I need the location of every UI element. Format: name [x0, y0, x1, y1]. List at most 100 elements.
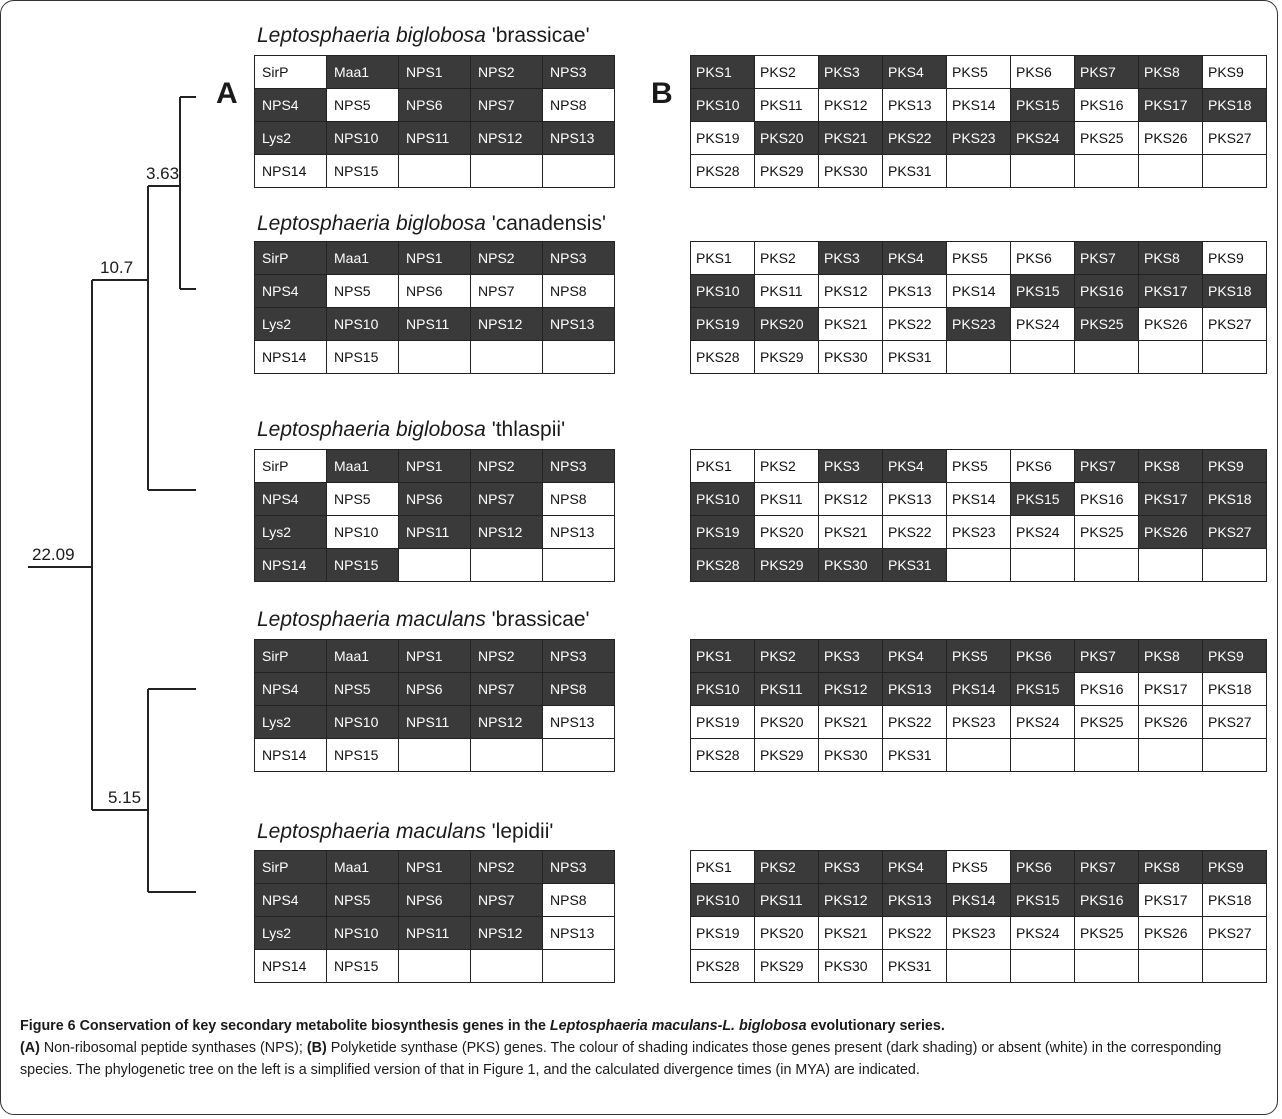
- table-row: PKS10 PKS11 PKS12 PKS13 PKS14 PKS15 PKS16 PKS17…: [690, 88, 1267, 122]
- gene-cell: NPS6: [398, 88, 471, 122]
- empty-cell: [398, 738, 471, 772]
- species-title: Leptosphaeria biglobosa 'brassicae': [257, 24, 590, 48]
- gene-cell: NPS15: [326, 340, 399, 374]
- caption-a-label: (A): [20, 1040, 40, 1056]
- gene-cell: NPS3: [542, 850, 615, 884]
- node-bb-time-label: 10.7: [100, 258, 133, 277]
- phylogenetic-tree: 22.09 10.7 3.63 5.15: [28, 96, 196, 893]
- empty-cell: [398, 340, 471, 374]
- gene-cell: PKS2: [754, 55, 819, 89]
- figure-caption: Figure 6 Conservation of key secondary m…: [20, 1015, 1265, 1081]
- table-row: PKS1 PKS2 PKS3 PKS4 PKS5 PKS6 PKS7 PKS8 PKS9: [690, 241, 1267, 275]
- gene-cell: PKS26: [1138, 515, 1203, 549]
- gene-cell: PKS30: [818, 340, 883, 374]
- gene-cell: PKS16: [1074, 88, 1139, 122]
- gene-cell: NPS8: [542, 672, 615, 706]
- gene-cell: PKS19: [690, 705, 755, 739]
- species-strain: 'thlaspii': [485, 418, 566, 441]
- table-row: NPS4 NPS5 NPS6 NPS7 NPS8: [254, 274, 615, 308]
- gene-cell: PKS14: [946, 672, 1011, 706]
- empty-cell: [1138, 949, 1203, 983]
- gene-cell: NPS14: [254, 949, 327, 983]
- empty-cell: [470, 738, 543, 772]
- gene-cell: NPS3: [542, 449, 615, 483]
- gene-cell: PKS4: [882, 639, 947, 673]
- gene-cell: PKS21: [818, 515, 883, 549]
- nps-table: SirP Maa1 NPS1 NPS2 NPS3 NPS4 NPS5 NPS6 NPS7 NPS8…: [254, 241, 615, 374]
- empty-cell: [1010, 949, 1075, 983]
- gene-cell: PKS4: [882, 850, 947, 884]
- node-m-time-label: 5.15: [108, 788, 141, 807]
- table-row: PKS1 PKS2 PKS3 PKS4 PKS5 PKS6 PKS7 PKS8 PKS9: [690, 55, 1267, 89]
- gene-cell: PKS15: [1010, 672, 1075, 706]
- gene-cell: NPS1: [398, 55, 471, 89]
- gene-cell: PKS5: [946, 55, 1011, 89]
- gene-cell: PKS18: [1202, 672, 1267, 706]
- empty-cell: [1202, 949, 1267, 983]
- table-row: Lys2 NPS10 NPS11 NPS12 NPS13: [254, 307, 615, 341]
- empty-cell: [1010, 154, 1075, 188]
- gene-cell: PKS4: [882, 241, 947, 275]
- empty-cell: [1074, 154, 1139, 188]
- gene-cell: PKS29: [754, 738, 819, 772]
- gene-cell: PKS28: [690, 738, 755, 772]
- node-bc-time-label: 3.63: [146, 164, 179, 183]
- nps-table: SirP Maa1 NPS1 NPS2 NPS3 NPS4 NPS5 NPS6 NPS7 NPS8…: [254, 850, 615, 983]
- gene-cell: PKS24: [1010, 916, 1075, 950]
- gene-cell: NPS2: [470, 639, 543, 673]
- gene-cell: PKS7: [1074, 639, 1139, 673]
- gene-cell: PKS25: [1074, 121, 1139, 155]
- table-row: PKS10 PKS11 PKS12 PKS13 PKS14 PKS15 PKS16 PKS17…: [690, 883, 1267, 917]
- gene-cell: PKS14: [946, 482, 1011, 516]
- gene-cell: PKS1: [690, 449, 755, 483]
- gene-cell: NPS10: [326, 916, 399, 950]
- gene-cell: NPS3: [542, 639, 615, 673]
- gene-cell: NPS8: [542, 88, 615, 122]
- gene-cell: PKS6: [1010, 449, 1075, 483]
- gene-cell: NPS13: [542, 515, 615, 549]
- gene-cell: PKS30: [818, 154, 883, 188]
- gene-cell: PKS2: [754, 449, 819, 483]
- gene-cell: NPS4: [254, 482, 327, 516]
- gene-cell: NPS11: [398, 515, 471, 549]
- gene-cell: NPS6: [398, 883, 471, 917]
- gene-cell: PKS13: [882, 274, 947, 308]
- gene-cell: NPS4: [254, 672, 327, 706]
- gene-cell: NPS13: [542, 916, 615, 950]
- gene-cell: PKS31: [882, 340, 947, 374]
- gene-cell: PKS20: [754, 121, 819, 155]
- gene-cell: PKS4: [882, 449, 947, 483]
- pks-table: PKS1 PKS2 PKS3 PKS4 PKS5 PKS6 PKS7 PKS8 PKS9 PKS1…: [690, 55, 1267, 188]
- gene-cell: PKS24: [1010, 705, 1075, 739]
- gene-cell: PKS16: [1074, 482, 1139, 516]
- species-genus: Leptosphaeria biglobosa: [257, 418, 486, 441]
- gene-cell: Maa1: [326, 449, 399, 483]
- gene-cell: PKS12: [818, 88, 883, 122]
- gene-cell: PKS12: [818, 274, 883, 308]
- table-row: Lys2 NPS10 NPS11 NPS12 NPS13: [254, 705, 615, 739]
- gene-cell: PKS30: [818, 548, 883, 582]
- gene-cell: PKS13: [882, 672, 947, 706]
- gene-cell: PKS13: [882, 88, 947, 122]
- gene-cell: PKS11: [754, 883, 819, 917]
- table-row: PKS28 PKS29 PKS30 PKS31: [690, 154, 1267, 188]
- gene-cell: NPS4: [254, 88, 327, 122]
- gene-cell: PKS5: [946, 850, 1011, 884]
- gene-cell: NPS13: [542, 121, 615, 155]
- empty-cell: [542, 949, 615, 983]
- gene-cell: PKS1: [690, 850, 755, 884]
- gene-cell: PKS18: [1202, 274, 1267, 308]
- gene-cell: Lys2: [254, 916, 327, 950]
- gene-cell: NPS4: [254, 883, 327, 917]
- gene-cell: PKS8: [1138, 639, 1203, 673]
- gene-cell: NPS2: [470, 55, 543, 89]
- gene-cell: Lys2: [254, 705, 327, 739]
- table-row: Lys2 NPS10 NPS11 NPS12 NPS13: [254, 916, 615, 950]
- nps-table: SirP Maa1 NPS1 NPS2 NPS3 NPS4 NPS5 NPS6 NPS7 NPS8…: [254, 639, 615, 772]
- table-row: NPS14 NPS15: [254, 340, 615, 374]
- gene-cell: PKS15: [1010, 88, 1075, 122]
- gene-cell: PKS19: [690, 121, 755, 155]
- table-row: PKS19 PKS20 PKS21 PKS22 PKS23 PKS24 PKS25 PKS26…: [690, 705, 1267, 739]
- gene-cell: NPS1: [398, 241, 471, 275]
- gene-cell: PKS4: [882, 55, 947, 89]
